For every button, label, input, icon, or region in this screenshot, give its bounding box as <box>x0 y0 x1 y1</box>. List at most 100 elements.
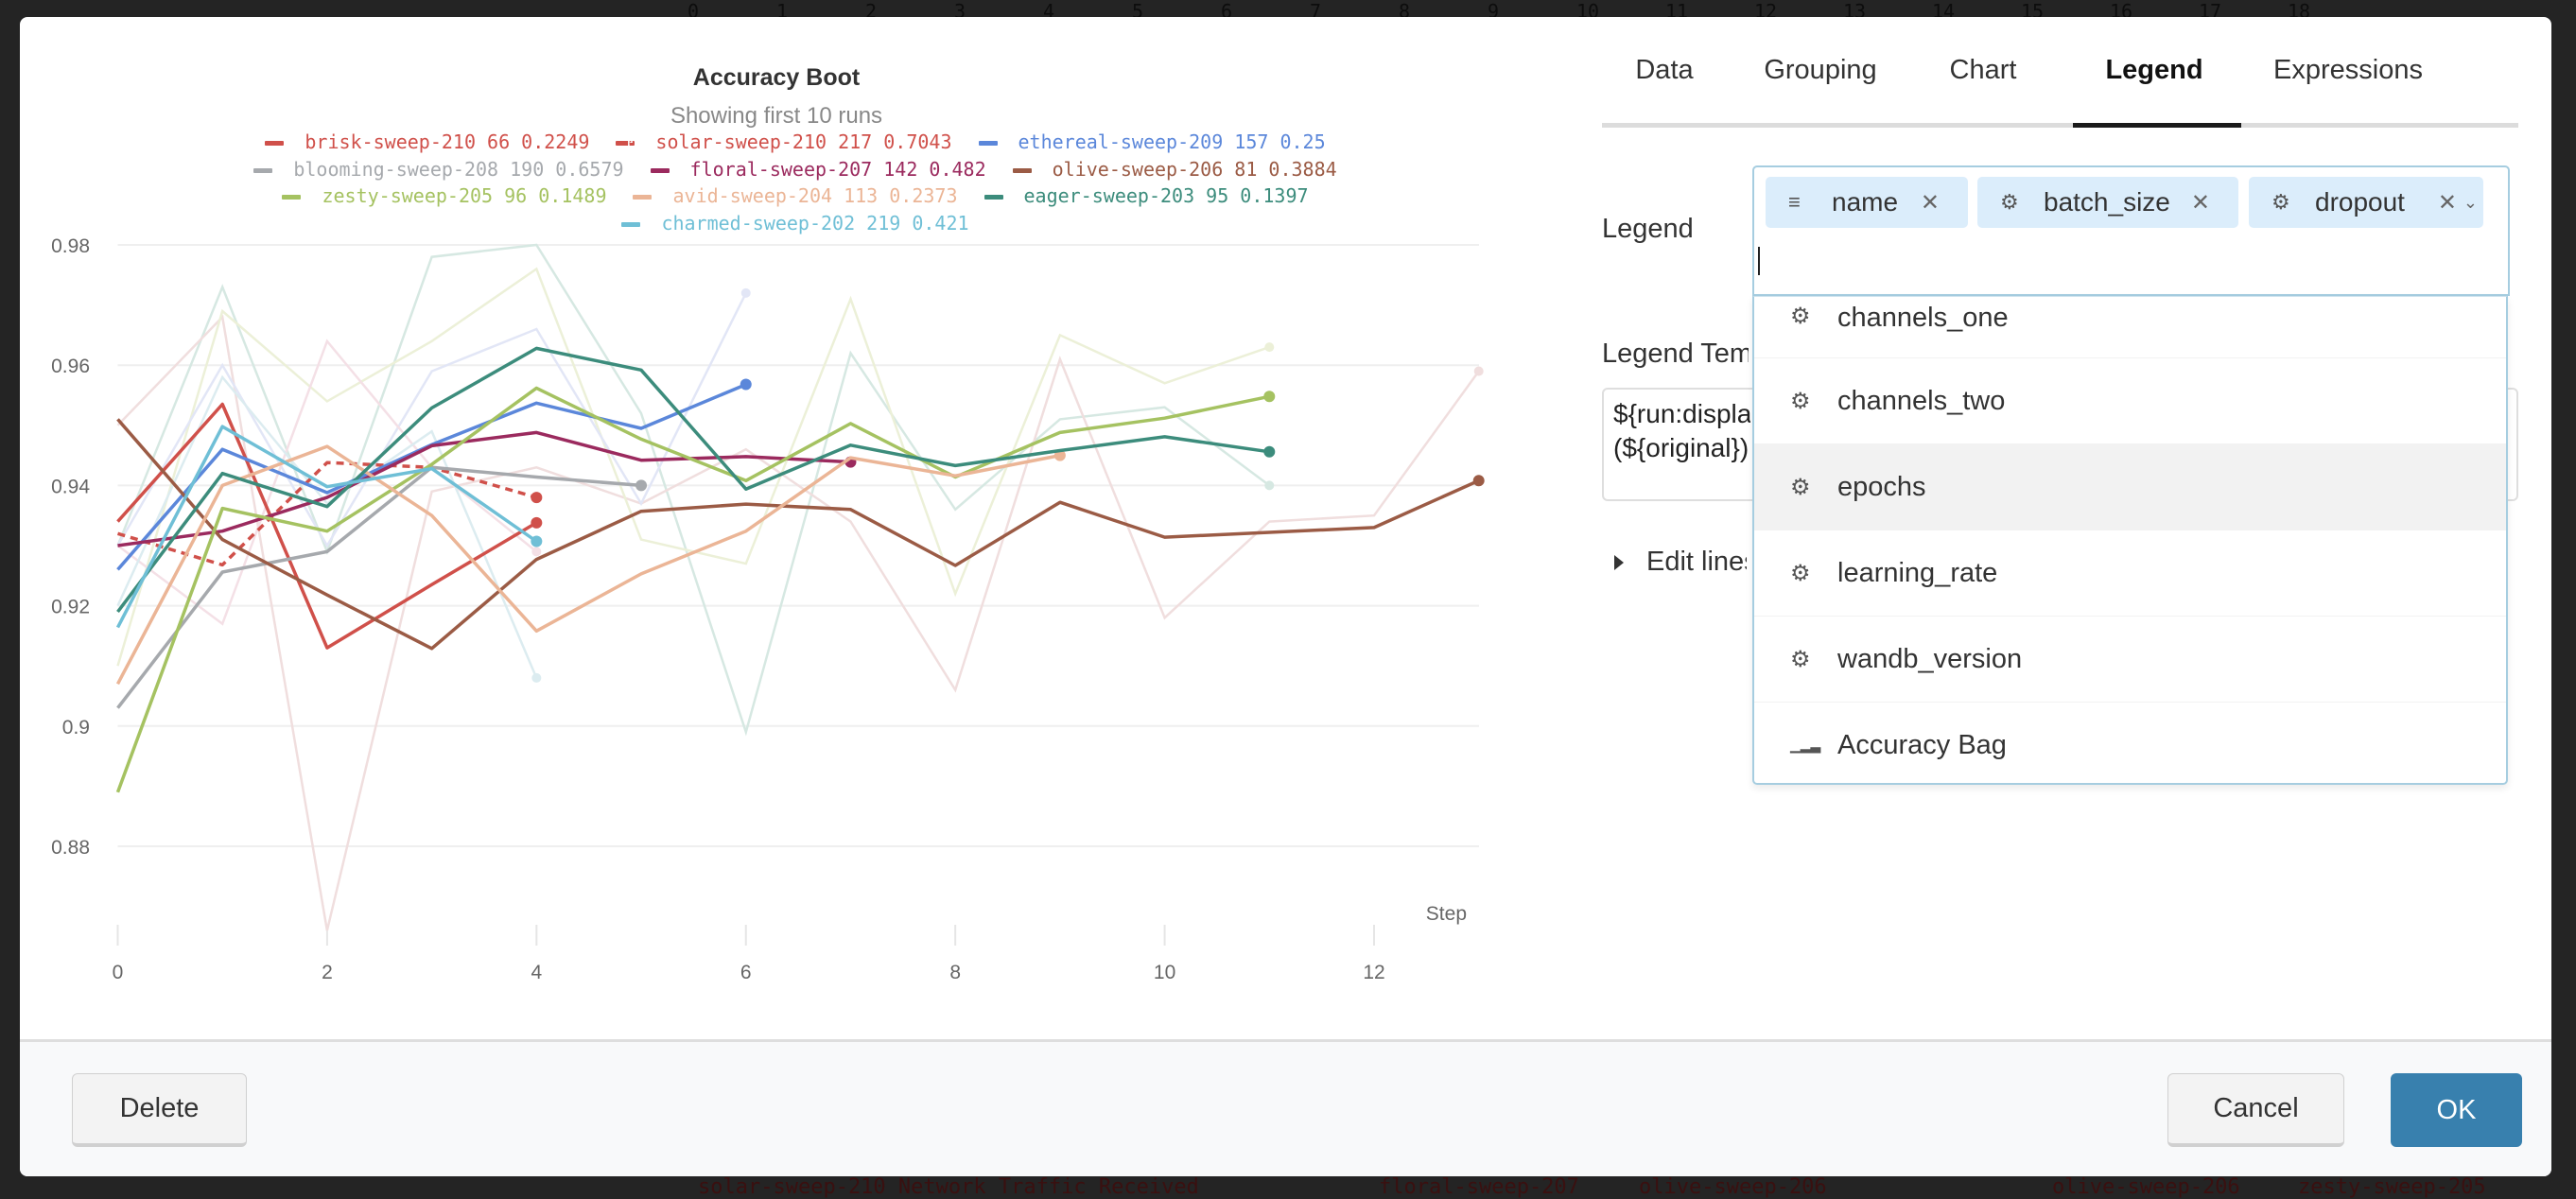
option-channels-one[interactable]: ⚙ channels_one <box>1754 297 2506 358</box>
chip-label: name <box>1832 187 1899 217</box>
legend-item[interactable]: solar-sweep-210 217 0.7043 <box>616 129 952 156</box>
data-point <box>531 516 543 529</box>
legend-field-options: ⚙ channels_one ⚙ channels_two ⚙ epochs ⚙ learni… <box>1752 296 2508 785</box>
legend-label: charmed-sweep-202 219 0.421 <box>661 211 969 235</box>
ok-button[interactable]: OK <box>2391 1073 2522 1147</box>
backdrop-legend-text: olive-sweep-206 <box>1639 1175 1827 1199</box>
legend-swatch <box>621 221 641 227</box>
background-run-endpoint <box>531 672 542 683</box>
option-label: Accuracy Bag <box>1837 729 2007 760</box>
edit-panel-modal: 0.98 0.96 0.94 0.92 0.9 0.88 0 2 4 6 8 10 12 Step Acc… <box>20 17 2551 1176</box>
legend-item[interactable]: floral-sweep-207 142 0.482 <box>650 156 986 183</box>
background-run-line <box>116 243 1271 737</box>
option-epochs[interactable]: ⚙ epochs <box>1754 444 2506 530</box>
legend-row: charmed-sweep-202 219 0.421 <box>58 210 1533 237</box>
text-cursor <box>1758 247 1760 275</box>
y-tick-label: 0.98 <box>51 235 90 257</box>
tab-bar: Data Grouping Chart Legend Expressions <box>1602 55 2518 128</box>
background-run-endpoint <box>1473 366 1484 376</box>
chevron-down-icon[interactable]: ⌄ <box>2463 192 2478 212</box>
edit-lines-toggle[interactable]: Edit lines <box>1614 547 1747 578</box>
backdrop-legend-text: olive-sweep-206 <box>2052 1175 2240 1199</box>
line-chart: 0.98 0.96 0.94 0.92 0.9 0.88 0 2 4 6 8 10 12 Step <box>51 235 1485 983</box>
backdrop-legend-text: floral-sweep-207 <box>1379 1175 1579 1199</box>
legend-item[interactable]: avid-sweep-204 113 0.2373 <box>633 182 958 210</box>
gear-icon: ⚙ <box>1790 388 1811 414</box>
edit-lines-label: Edit lines <box>1646 547 1747 577</box>
legend-item[interactable]: blooming-sweep-208 190 0.6579 <box>253 156 624 183</box>
legend-label: blooming-sweep-208 190 0.6579 <box>293 157 624 181</box>
chip-dropout: ⚙ dropout ✕ ⌄ <box>2249 177 2483 228</box>
x-tick-label: 10 <box>1154 962 1175 983</box>
legend-label: eager-sweep-203 95 0.1397 <box>1023 184 1309 207</box>
gear-icon: ⚙ <box>1790 646 1811 672</box>
data-point <box>635 479 648 492</box>
legend-swatch <box>650 167 670 173</box>
modal-footer: Delete Cancel OK <box>20 1039 2551 1176</box>
remove-chip-icon[interactable]: ✕ <box>2190 189 2210 216</box>
tab-data[interactable]: Data <box>1635 55 1694 85</box>
legend-row: zesty-sweep-205 96 0.1489 avid-sweep-204 … <box>58 182 1533 210</box>
tab-expressions[interactable]: Expressions <box>2273 55 2423 85</box>
tab-chart[interactable]: Chart <box>1949 55 2017 85</box>
series-line <box>116 465 642 709</box>
tab-grouping[interactable]: Grouping <box>1764 55 1877 85</box>
x-tick-label: 0 <box>113 962 124 983</box>
background-run-endpoint <box>1264 342 1275 353</box>
chart-legend: brisk-sweep-210 66 0.2249 solar-sweep-210… <box>58 129 1533 236</box>
series-line <box>115 425 538 629</box>
active-tab-indicator <box>2073 123 2241 128</box>
x-tick-label: 2 <box>322 962 333 983</box>
backdrop-legend-text: solar-sweep-210 Network Traffic Received <box>698 1175 1199 1199</box>
legend-swatch <box>253 167 273 173</box>
chart-title: Accuracy Boot <box>692 64 861 91</box>
x-tick-label: 6 <box>740 962 752 983</box>
legend-item[interactable]: zesty-sweep-205 96 0.1489 <box>282 182 606 210</box>
series-line <box>115 444 1061 686</box>
y-tick-label: 0.9 <box>62 717 90 739</box>
cancel-button[interactable]: Cancel <box>2167 1073 2344 1147</box>
legend-label: brisk-sweep-210 66 0.2249 <box>305 130 590 153</box>
option-accuracy-bag[interactable]: ▁▂▃ Accuracy Bag <box>1754 703 2506 783</box>
option-label: epochs <box>1837 471 1926 502</box>
legend-item[interactable]: charmed-sweep-202 219 0.421 <box>621 210 969 237</box>
legend-swatch <box>1012 167 1032 173</box>
gear-icon: ⚙ <box>1790 474 1811 500</box>
delete-button[interactable]: Delete <box>72 1073 247 1147</box>
bar-chart-icon: ▁▂▃ <box>1790 737 1821 753</box>
legend-item[interactable]: ethereal-sweep-209 157 0.25 <box>978 129 1326 156</box>
background-run-line <box>116 314 1480 931</box>
option-channels-two[interactable]: ⚙ channels_two <box>1754 358 2506 444</box>
option-label: wandb_version <box>1837 643 2023 674</box>
series-line <box>116 418 1480 651</box>
x-tick-label: 12 <box>1363 962 1384 983</box>
legend-label: ethereal-sweep-209 157 0.25 <box>1018 130 1326 153</box>
chip-label: dropout <box>2315 187 2405 217</box>
chart-subtitle: Showing first 10 runs <box>670 103 883 129</box>
remove-chip-icon[interactable]: ✕ <box>2437 189 2457 216</box>
data-point <box>1263 391 1276 403</box>
template-line-1: ${run:displayName} <box>1613 399 1750 428</box>
background-run-line <box>116 339 538 626</box>
option-wandb-version[interactable]: ⚙ wandb_version <box>1754 617 2506 703</box>
template-line-2: (${original}) <box>1613 433 1749 462</box>
series-line <box>116 346 1270 614</box>
legend-label: olive-sweep-206 81 0.3884 <box>1052 157 1337 181</box>
legend-item[interactable]: brisk-sweep-210 66 0.2249 <box>265 129 589 156</box>
legend-fields-multiselect[interactable]: ≡ name ✕ ⚙ batch_size ✕ ⚙ dropout ✕ ⌄ <box>1752 165 2510 296</box>
x-tick-label: 8 <box>949 962 961 983</box>
chip-name: ≡ name ✕ <box>1766 177 1968 228</box>
legend-swatch <box>978 141 998 146</box>
series-line <box>115 386 1270 793</box>
legend-swatch <box>983 195 1003 200</box>
legend-item[interactable]: olive-sweep-206 81 0.3884 <box>1012 156 1337 183</box>
legend-item[interactable]: eager-sweep-203 95 0.1397 <box>983 182 1309 210</box>
option-label: learning_rate <box>1837 557 1998 588</box>
option-label: channels_two <box>1837 385 2006 416</box>
background-run-endpoint <box>531 547 542 557</box>
option-learning-rate[interactable]: ⚙ learning_rate <box>1754 530 2506 617</box>
remove-chip-icon[interactable]: ✕ <box>1920 189 1940 216</box>
gear-icon: ⚙ <box>2271 190 2290 214</box>
tab-legend[interactable]: Legend <box>2105 55 2203 85</box>
legend-row: brisk-sweep-210 66 0.2249 solar-sweep-210… <box>58 129 1533 156</box>
